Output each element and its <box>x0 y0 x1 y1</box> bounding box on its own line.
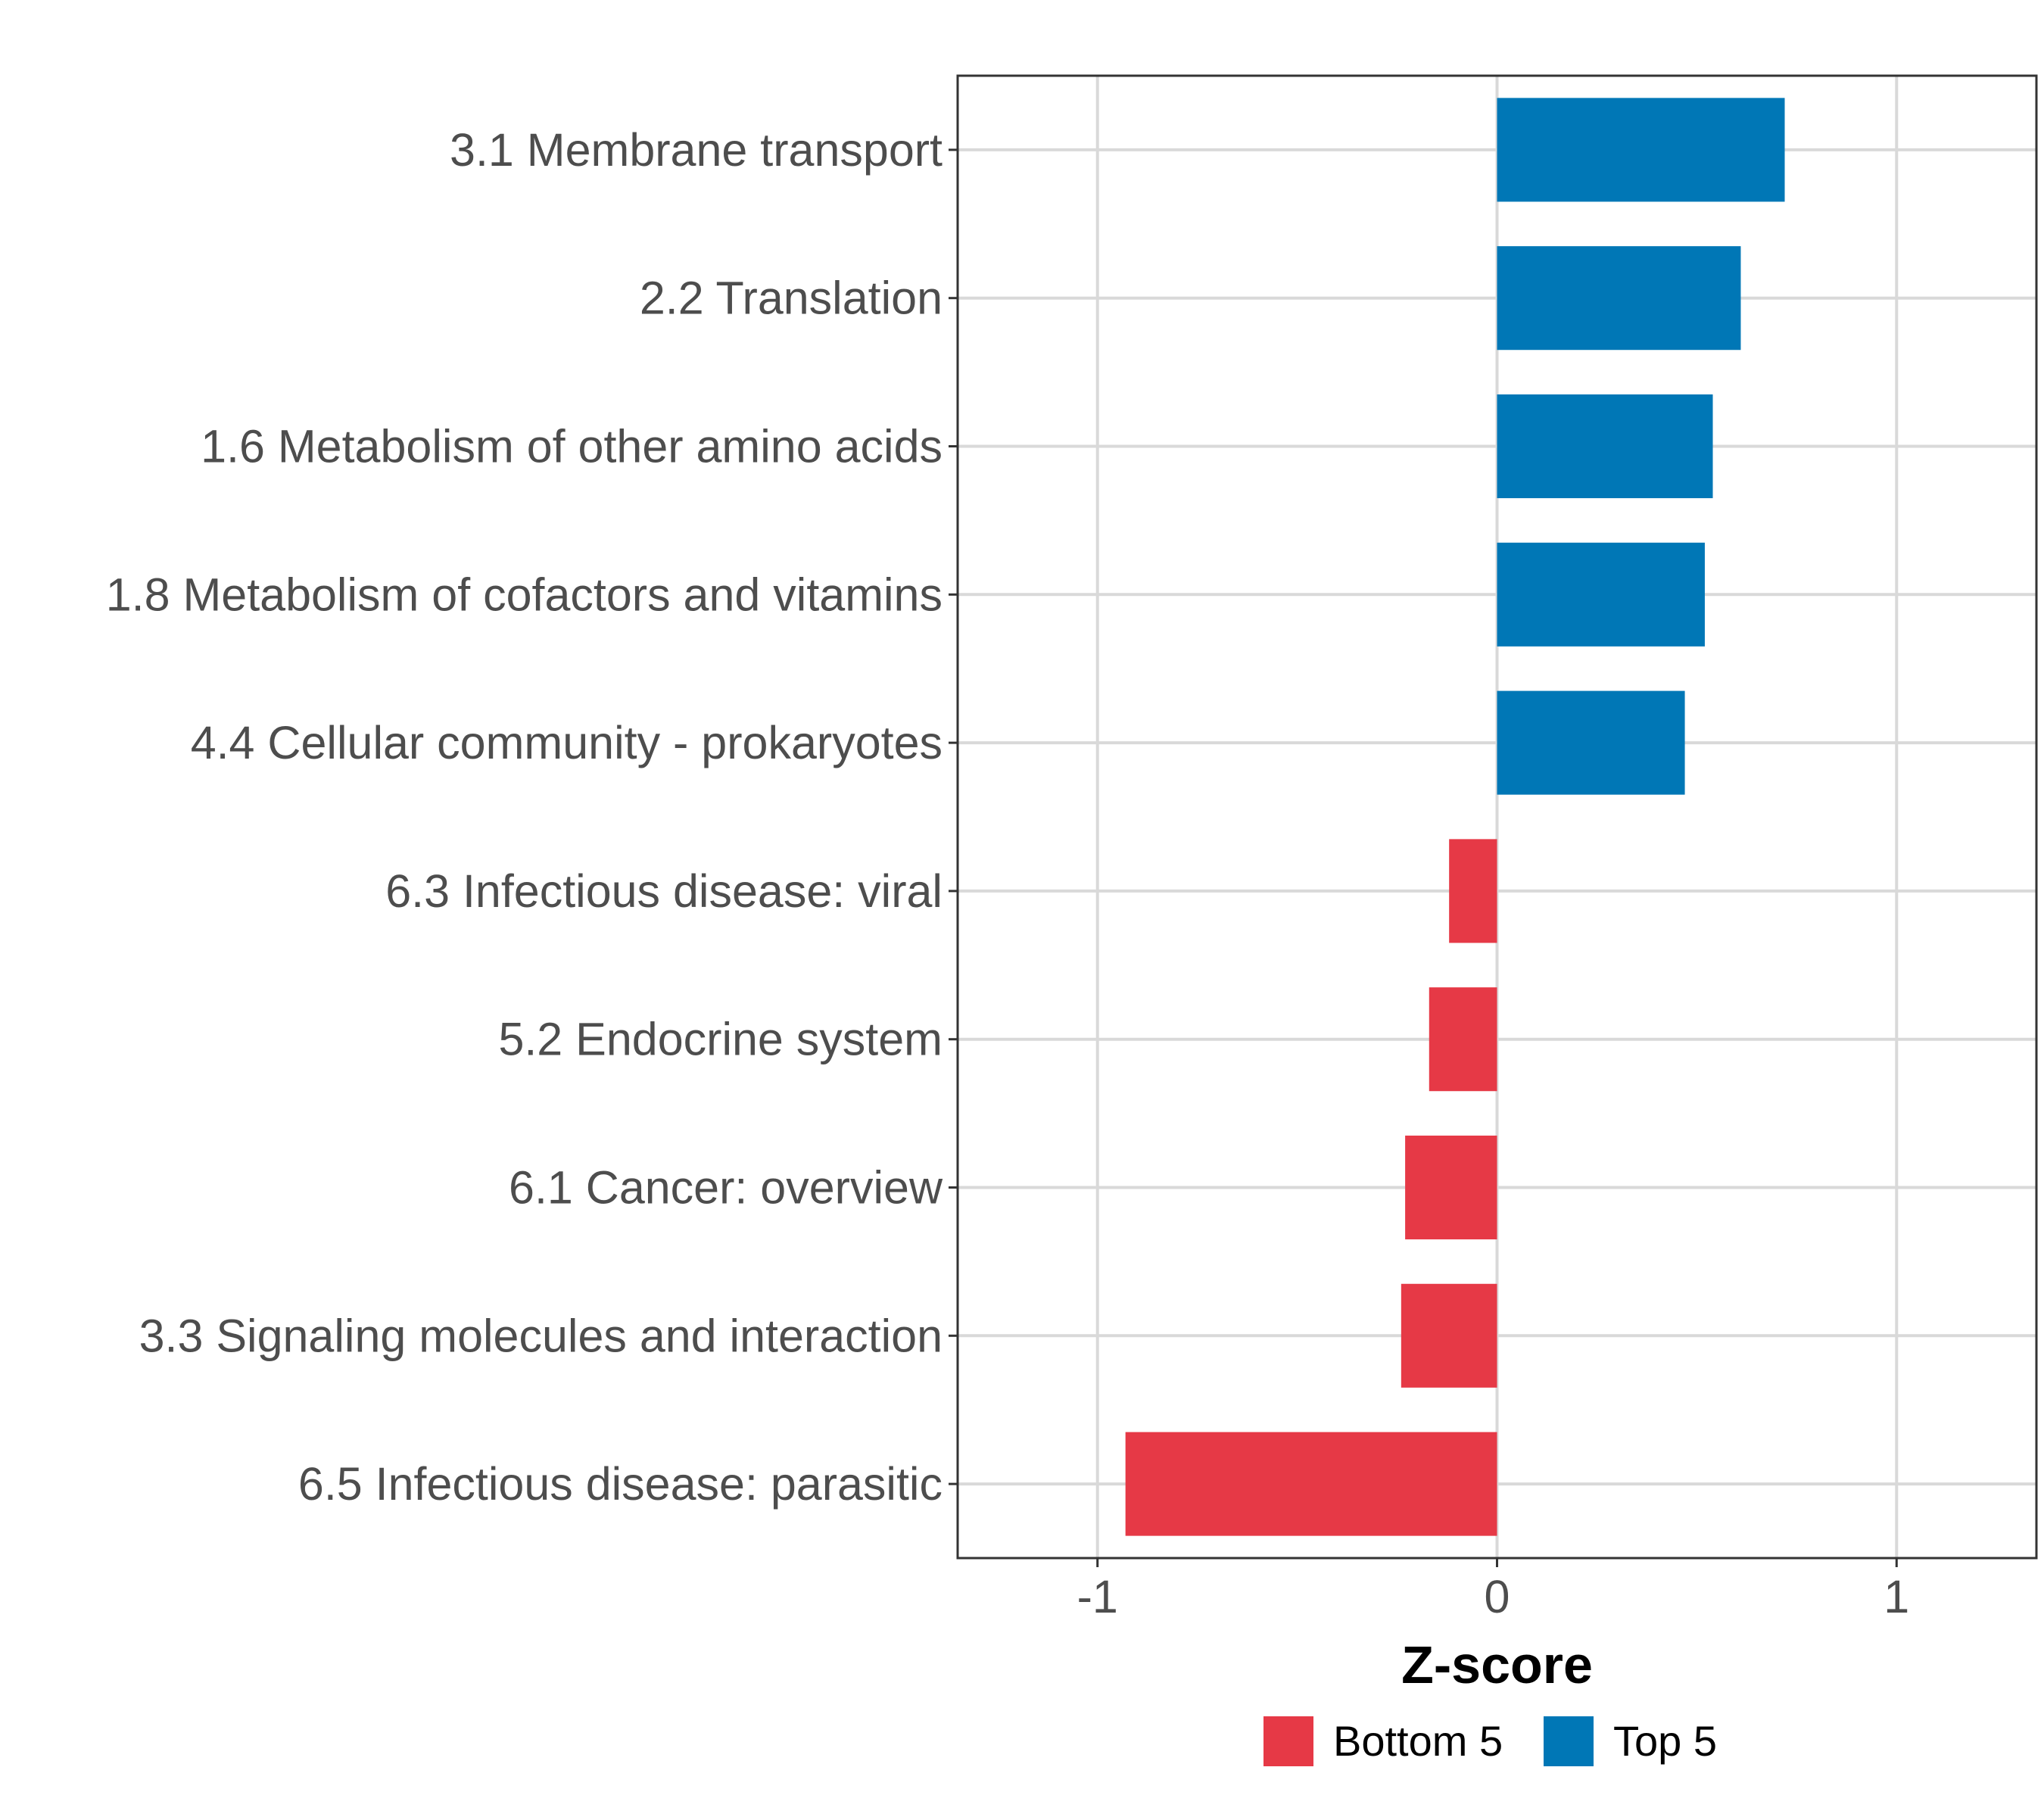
x-tick-label-0: -1 <box>1077 1571 1118 1622</box>
category-label-6-3-infectious-disease-viral: 6.3 Infectious disease: viral <box>385 865 943 917</box>
bar-6-5-infectious-disease-parasitic <box>1125 1432 1497 1536</box>
bar-6-1-cancer-overview <box>1405 1135 1497 1240</box>
category-label-3-1-membrane-transport: 3.1 Membrane transport <box>450 124 943 176</box>
category-label-1-8-metabolism-of-cofactors-and-vitamins: 1.8 Metabolism of cofactors and vitamins <box>106 569 943 620</box>
bar-3-1-membrane-transport <box>1497 98 1785 202</box>
tick-layer <box>949 148 1898 1567</box>
bar-4-4-cellular-community-prokaryotes <box>1497 690 1685 795</box>
category-label-5-2-endocrine-system: 5.2 Endocrine system <box>498 1014 943 1065</box>
category-label-1-6-metabolism-of-other-amino-acids: 1.6 Metabolism of other amino acids <box>201 421 943 472</box>
x-axis-title: Z-score <box>1401 1635 1593 1694</box>
bar-6-3-infectious-disease-viral <box>1449 839 1497 943</box>
bar-3-3-signaling-molecules-and-interaction <box>1401 1283 1497 1388</box>
legend-swatch-top-5 <box>1544 1716 1594 1766</box>
bar-2-2-translation <box>1497 246 1741 351</box>
bar-1-8-metabolism-of-cofactors-and-vitamins <box>1497 542 1705 647</box>
legend-swatch-bottom-5 <box>1263 1716 1313 1766</box>
legend-label-top-5: Top 5 <box>1613 1717 1717 1765</box>
x-tick-label-1: 0 <box>1485 1571 1510 1622</box>
bar-1-6-metabolism-of-other-amino-acids <box>1497 394 1713 499</box>
category-label-4-4-cellular-community-prokaryotes: 4.4 Cellular community - prokaryotes <box>191 717 943 768</box>
bar-layer <box>1125 98 1785 1536</box>
bar-5-2-endocrine-system <box>1429 987 1497 1092</box>
category-label-6-5-infectious-disease-parasitic: 6.5 Infectious disease: parasitic <box>298 1458 943 1510</box>
legend: Bottom 5 Top 5 <box>1263 1716 1717 1766</box>
x-tick-label-2: 1 <box>1884 1571 1909 1622</box>
legend-label-bottom-5: Bottom 5 <box>1333 1717 1503 1765</box>
category-label-3-3-signaling-molecules-and-interaction: 3.3 Signaling molecules and interaction <box>139 1310 943 1361</box>
category-label-2-2-translation: 2.2 Translation <box>640 273 943 324</box>
label-layer: 3.1 Membrane transport 2.2 Translation 1.6… <box>106 124 1910 1622</box>
category-label-6-1-cancer-overview: 6.1 Cancer: overview <box>509 1162 943 1214</box>
